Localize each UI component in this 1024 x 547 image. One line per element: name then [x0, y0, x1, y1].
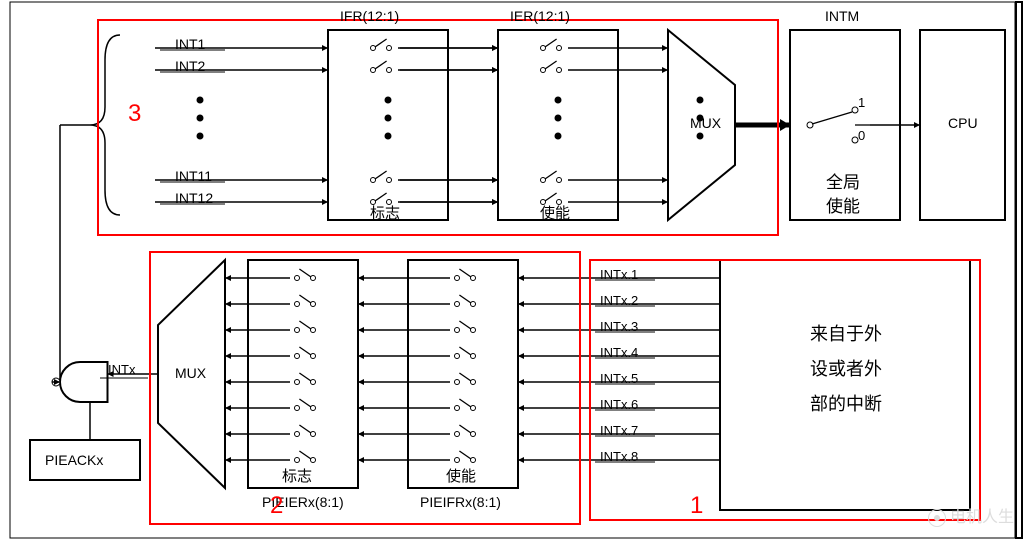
src-l3: 部的中断: [810, 390, 882, 416]
int12-label: INT12: [175, 190, 213, 206]
biaozhi-top: 标志: [370, 202, 400, 223]
region-2: 2: [270, 492, 283, 520]
intx7: INTx.7: [600, 423, 638, 438]
intm-label: INTM: [825, 8, 859, 24]
quanju-l2: 使能: [826, 192, 860, 217]
biaozhi-bot: 标志: [282, 465, 312, 486]
intx1: INTx.1: [600, 267, 638, 282]
ier-label: IER(12:1): [510, 8, 570, 24]
one-label: 1: [858, 95, 865, 110]
shineng-top: 使能: [540, 202, 570, 223]
intx5: INTx.5: [600, 371, 638, 386]
mux-top-label: MUX: [690, 115, 721, 131]
intx3: INTx.3: [600, 319, 638, 334]
shineng-bot: 使能: [446, 465, 476, 486]
intx-label: INTx: [108, 362, 135, 377]
region-1: 1: [690, 492, 703, 520]
zero-label: 0: [858, 128, 865, 143]
pieackx-label: PIEACKx: [45, 452, 103, 468]
intx8: INTx.8: [600, 449, 638, 464]
mux-bot-label: MUX: [175, 365, 206, 381]
int1-label: INT1: [175, 36, 205, 52]
watermark: 电机人生: [928, 503, 1014, 527]
intx2: INTx.2: [600, 293, 638, 308]
cpu-label: CPU: [948, 115, 978, 131]
interrupt-diagram: [0, 0, 1024, 547]
region-3: 3: [128, 100, 141, 128]
wechat-icon: [928, 509, 946, 527]
int2-label: INT2: [175, 58, 205, 74]
quanju-l1: 全局: [826, 168, 860, 193]
src-l1: 来自于外: [810, 320, 882, 346]
intx4: INTx.4: [600, 345, 638, 360]
ifr-label: IFR(12:1): [340, 8, 399, 24]
intx6: INTx.6: [600, 397, 638, 412]
src-l2: 设或者外: [810, 355, 882, 381]
pieifrx-label: PIEIFRx(8:1): [420, 494, 501, 510]
int11-label: INT11: [175, 168, 212, 184]
